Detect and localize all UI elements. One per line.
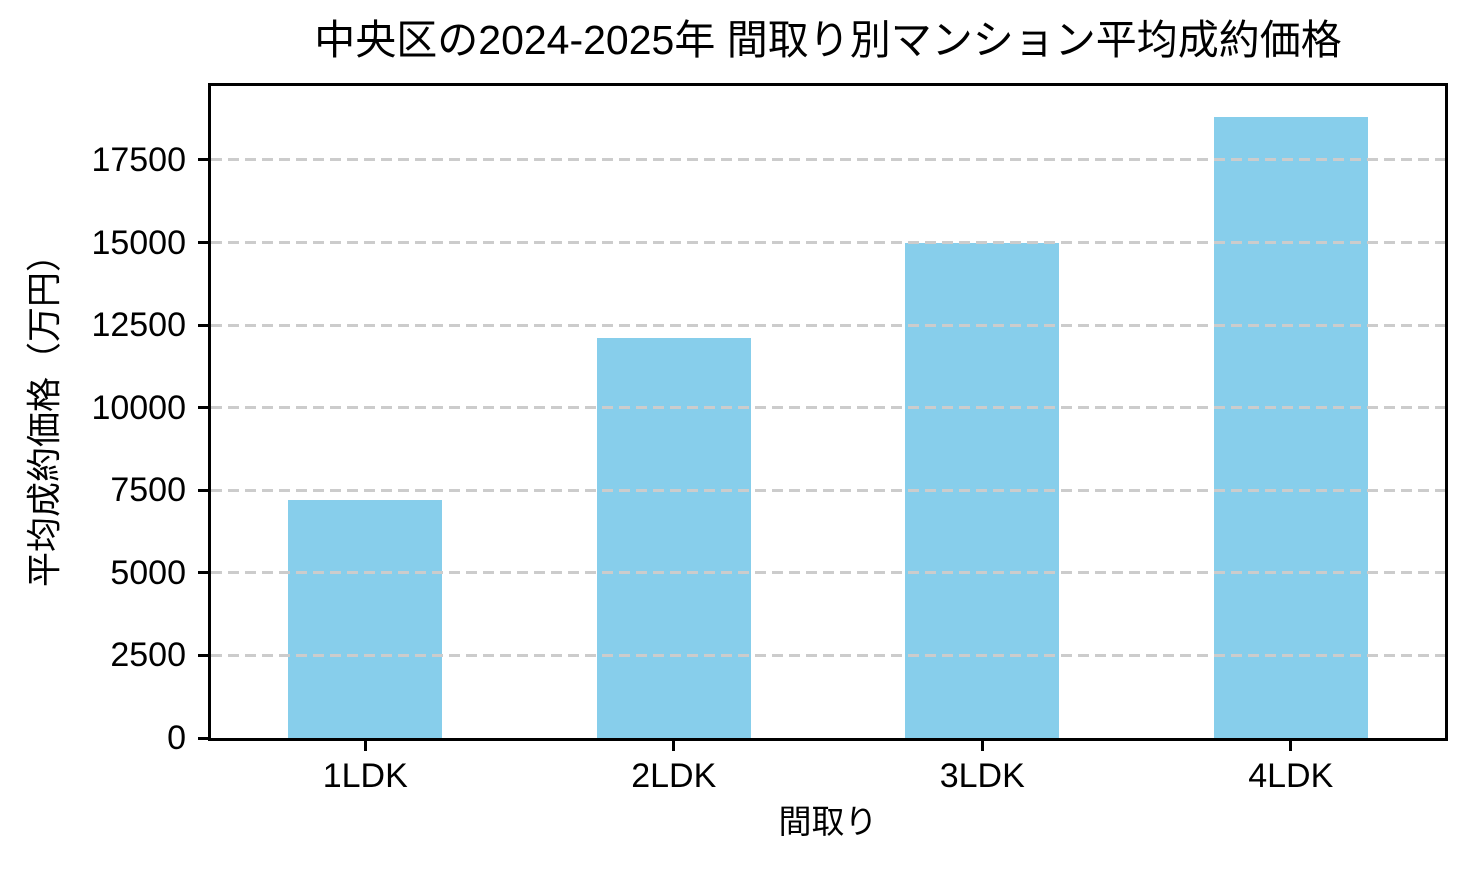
y-tick-mark-7500 — [198, 488, 208, 492]
x-tick-label-3LDK: 3LDK — [939, 757, 1025, 795]
x-tick-mark-1LDK — [363, 741, 367, 751]
x-tick-label-2LDK: 2LDK — [631, 757, 717, 795]
gridline-10000 — [211, 406, 1445, 410]
bar-4LDK — [1213, 117, 1368, 738]
y-tick-label-12500: 12500 — [91, 306, 186, 345]
bar-1LDK — [288, 500, 443, 738]
x-tick-mark-3LDK — [980, 741, 984, 751]
x-axis-label: 間取り — [778, 803, 878, 840]
y-tick-label-0: 0 — [167, 719, 186, 757]
y-tick-label-15000: 15000 — [91, 223, 186, 262]
y-tick-label-7500: 7500 — [110, 471, 186, 510]
y-tick-label-17500: 17500 — [91, 140, 186, 179]
y-tick-label-2500: 2500 — [110, 636, 186, 675]
gridline-15000 — [211, 241, 1445, 245]
x-tick-mark-2LDK — [672, 741, 676, 751]
x-tick-mark-4LDK — [1289, 741, 1293, 751]
gridline-5000 — [211, 571, 1445, 575]
y-tick-label-5000: 5000 — [110, 553, 186, 592]
y-tick-mark-0 — [198, 736, 208, 740]
y-tick-label-10000: 10000 — [91, 388, 186, 427]
y-tick-mark-10000 — [198, 406, 208, 410]
bar-2LDK — [596, 338, 751, 738]
chart-title: 中央区の2024-2025年 間取り別マンション平均成約価格 — [314, 17, 1342, 63]
gridline-12500 — [211, 323, 1445, 327]
gridline-2500 — [211, 653, 1445, 657]
plot-area — [208, 83, 1448, 741]
x-tick-label-4LDK: 4LDK — [1248, 757, 1334, 795]
gridline-7500 — [211, 488, 1445, 492]
gridline-17500 — [211, 158, 1445, 162]
y-tick-mark-12500 — [198, 323, 208, 327]
y-tick-mark-5000 — [198, 571, 208, 575]
y-tick-mark-17500 — [198, 158, 208, 162]
x-tick-label-1LDK: 1LDK — [322, 757, 408, 795]
y-tick-mark-15000 — [198, 241, 208, 245]
y-tick-mark-2500 — [198, 653, 208, 657]
